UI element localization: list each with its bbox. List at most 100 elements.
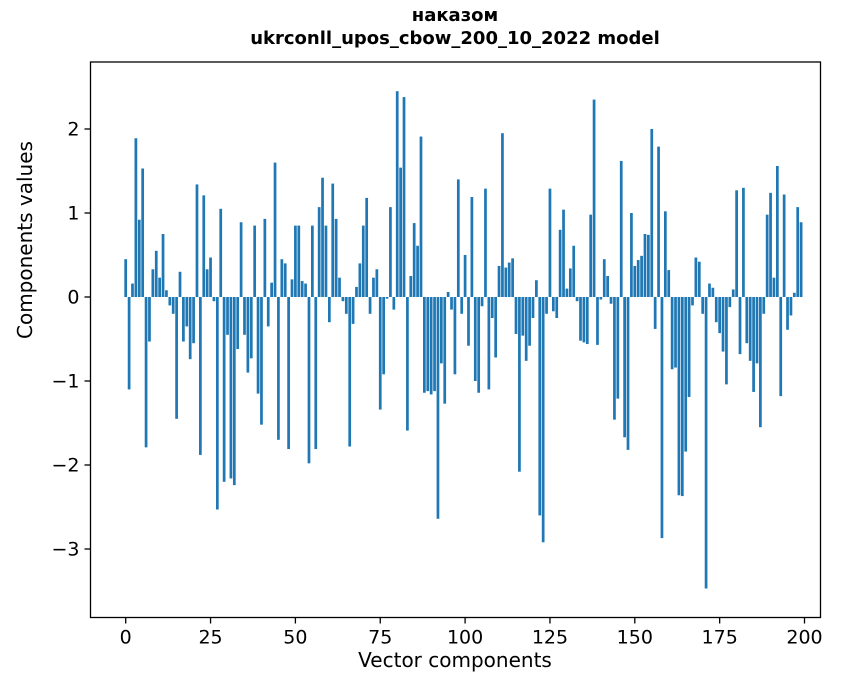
- bar: [334, 218, 338, 297]
- bar: [589, 214, 593, 297]
- x-tick-label: 50: [283, 627, 307, 649]
- bar: [708, 283, 711, 297]
- bar: [613, 297, 616, 420]
- bar: [521, 297, 525, 336]
- bar: [501, 133, 504, 297]
- bar: [738, 297, 742, 355]
- bar: [419, 136, 423, 297]
- bar: [341, 297, 345, 302]
- bar: [616, 297, 620, 399]
- x-tick-label: 125: [532, 627, 568, 649]
- bar: [497, 265, 501, 297]
- bar: [684, 297, 688, 452]
- x-tick-label: 175: [702, 627, 738, 649]
- bar: [786, 297, 789, 330]
- bar: [372, 277, 375, 297]
- bar: [314, 297, 318, 450]
- bar: [141, 168, 145, 297]
- bar: [144, 297, 148, 448]
- bar: [134, 138, 138, 297]
- bar: [148, 297, 151, 342]
- bar: [687, 297, 691, 397]
- bar: [565, 288, 569, 297]
- bar: [131, 283, 134, 297]
- bar: [725, 297, 728, 385]
- bar: [718, 297, 722, 334]
- bar: [697, 261, 701, 297]
- bar: [236, 297, 240, 350]
- bar: [311, 225, 314, 297]
- bar: [321, 177, 324, 297]
- bar: [490, 297, 494, 318]
- bar: [406, 297, 409, 431]
- bar: [215, 297, 219, 510]
- bar: [606, 276, 610, 297]
- bar: [188, 297, 192, 360]
- bar: [799, 222, 803, 297]
- bar: [395, 91, 399, 297]
- bar: [297, 225, 301, 297]
- bar: [647, 234, 650, 297]
- bar: [453, 297, 457, 375]
- bar: [769, 192, 772, 297]
- bar: [127, 297, 131, 390]
- bar: [667, 270, 671, 297]
- bar: [260, 297, 263, 425]
- bar: [385, 297, 389, 299]
- bar: [582, 297, 586, 343]
- bar: [765, 214, 769, 297]
- bar: [670, 297, 674, 370]
- bar: [290, 279, 294, 297]
- bar: [762, 297, 766, 314]
- bar: [592, 99, 596, 297]
- bar: [538, 297, 542, 516]
- bar: [317, 207, 321, 297]
- bar: [663, 211, 667, 297]
- bar: [294, 225, 297, 297]
- bar: [721, 297, 725, 352]
- x-tick-label: 25: [198, 627, 222, 649]
- bar: [477, 297, 481, 393]
- bar: [487, 297, 491, 390]
- bar: [226, 297, 229, 335]
- bar: [558, 229, 562, 297]
- bar: [674, 297, 677, 368]
- y-tick-label: 0: [67, 287, 79, 309]
- bar: [742, 187, 745, 297]
- y-tick-label: −1: [51, 371, 79, 393]
- bar: [232, 297, 236, 486]
- bar: [365, 197, 369, 297]
- bar: [653, 297, 657, 329]
- bar: [202, 195, 206, 297]
- bar: [691, 297, 694, 306]
- bar: [694, 257, 698, 297]
- bar: [518, 297, 521, 472]
- bar: [528, 297, 531, 346]
- bar: [124, 259, 128, 297]
- bar: [735, 190, 738, 297]
- bar: [161, 234, 165, 297]
- bar: [752, 297, 755, 392]
- bar: [327, 297, 331, 323]
- bar: [324, 225, 328, 297]
- bar: [165, 290, 168, 297]
- bar: [443, 297, 447, 404]
- bar: [514, 297, 518, 334]
- bar: [239, 222, 243, 297]
- bar: [575, 297, 579, 302]
- plot-border: [89, 61, 822, 619]
- bar: [253, 225, 257, 297]
- bar: [524, 297, 528, 361]
- bar: [775, 165, 779, 297]
- bar: [402, 97, 406, 297]
- bar: [782, 194, 786, 297]
- bar: [382, 297, 386, 375]
- x-tick-label: 0: [120, 627, 132, 649]
- bar: [728, 297, 732, 308]
- bar: [714, 297, 718, 323]
- bar: [300, 281, 304, 297]
- bar: [759, 297, 762, 428]
- bar: [195, 184, 199, 297]
- bar: [545, 297, 548, 314]
- bar: [650, 129, 654, 297]
